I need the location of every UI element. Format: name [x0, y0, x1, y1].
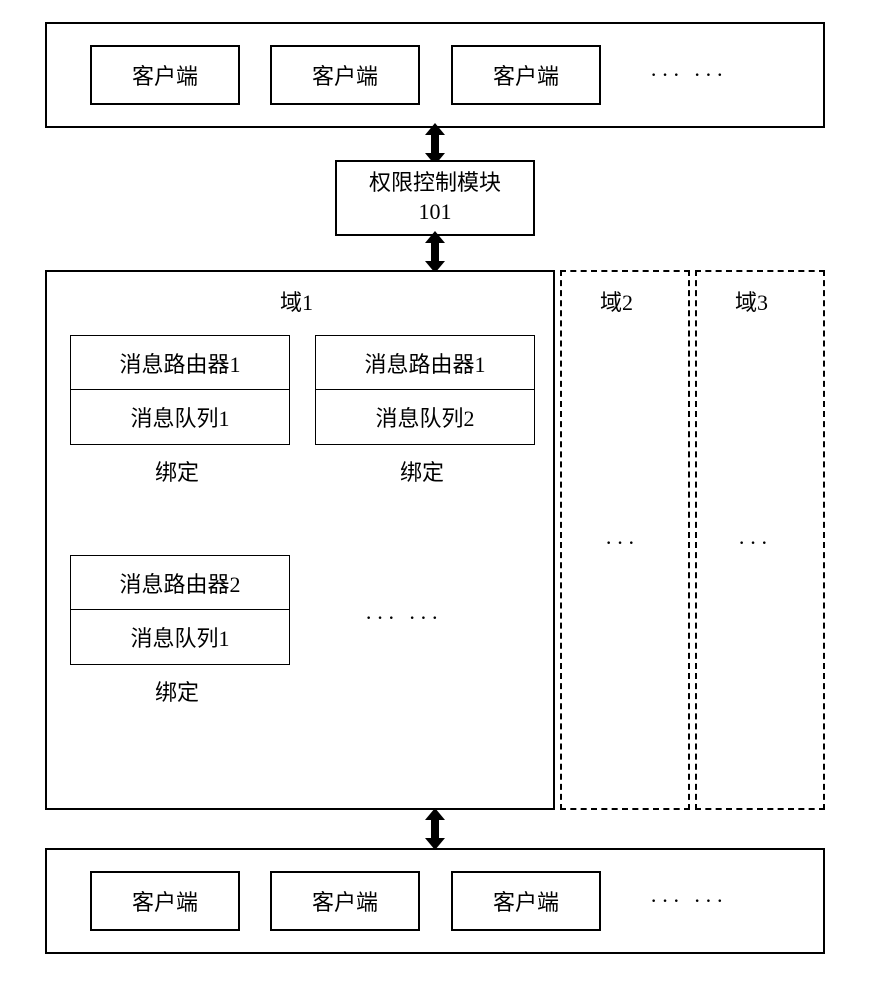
domain3-title: 域3	[735, 285, 768, 317]
queue-box: 消息队列1	[70, 610, 290, 665]
client-box: 客户端	[90, 45, 240, 105]
binding-caption: 绑定	[155, 675, 199, 707]
queue-box: 消息队列2	[315, 390, 535, 445]
queue-label: 消息队列1	[130, 621, 229, 653]
client-box: 客户端	[270, 871, 420, 931]
router-label: 消息路由器2	[119, 567, 240, 599]
client-label: 客户端	[493, 885, 559, 917]
queue-box: 消息队列1	[70, 390, 290, 445]
client-label: 客户端	[132, 59, 198, 91]
arrow-icon	[425, 233, 445, 271]
control-module-id: 101	[419, 198, 452, 227]
ellipsis: ··· ···	[365, 605, 442, 631]
binding-caption: 绑定	[400, 455, 444, 487]
client-label: 客户端	[312, 885, 378, 917]
client-label: 客户端	[493, 59, 559, 91]
control-module-box: 权限控制模块 101	[335, 160, 535, 236]
queue-label: 消息队列1	[130, 401, 229, 433]
client-box: 客户端	[270, 45, 420, 105]
ellipsis: ··· ···	[650, 62, 727, 88]
client-label: 客户端	[312, 59, 378, 91]
client-box: 客户端	[451, 871, 601, 931]
ellipsis: ··· ···	[650, 888, 727, 914]
arrow-icon	[425, 810, 445, 848]
ellipsis: ···	[738, 530, 772, 556]
queue-label: 消息队列2	[375, 401, 474, 433]
ellipsis: ···	[605, 530, 639, 556]
diagram-canvas: 客户端 客户端 客户端 ··· ··· 权限控制模块 101 域1 消息路由器1…	[0, 0, 870, 1000]
router-box: 消息路由器1	[70, 335, 290, 390]
client-box: 客户端	[451, 45, 601, 105]
client-label: 客户端	[132, 885, 198, 917]
binding-caption: 绑定	[155, 455, 199, 487]
domain1-title: 域1	[280, 285, 313, 317]
router-label: 消息路由器1	[119, 347, 240, 379]
domain2-title: 域2	[600, 285, 633, 317]
router-label: 消息路由器1	[364, 347, 485, 379]
control-module-title: 权限控制模块	[369, 169, 501, 198]
router-box: 消息路由器2	[70, 555, 290, 610]
client-box: 客户端	[90, 871, 240, 931]
router-box: 消息路由器1	[315, 335, 535, 390]
arrow-icon	[425, 125, 445, 163]
